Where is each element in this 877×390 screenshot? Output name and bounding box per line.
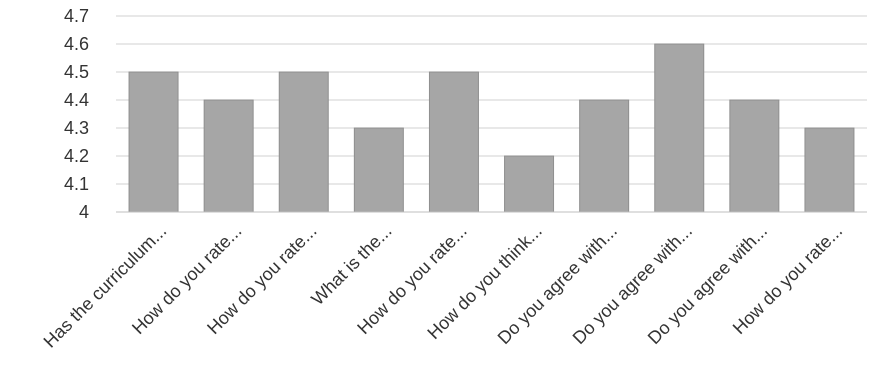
bar	[729, 99, 780, 213]
y-tick-label: 4	[79, 202, 89, 222]
x-axis-category-labels: Has the curriculum...How do you rate...H…	[40, 221, 847, 352]
x-category-label: Has the curriculum...	[40, 221, 171, 352]
bar	[504, 155, 555, 213]
bar	[654, 43, 705, 213]
y-tick-label: 4.7	[64, 6, 89, 26]
bar	[353, 127, 404, 213]
y-tick-label: 4.3	[64, 118, 89, 138]
y-tick-label: 4.2	[64, 146, 89, 166]
bar	[203, 99, 254, 213]
bar	[804, 127, 855, 213]
y-tick-label: 4.6	[64, 34, 89, 54]
bar	[128, 71, 179, 213]
y-tick-label: 4.4	[64, 90, 89, 110]
y-axis-tick-labels: 4 4.1 4.2 4.3 4.4 4.5 4.6 4.7	[64, 6, 89, 222]
bar	[579, 99, 630, 213]
bar	[428, 71, 479, 213]
bars	[128, 43, 855, 213]
y-tick-label: 4.5	[64, 62, 89, 82]
y-tick-label: 4.1	[64, 174, 89, 194]
bar	[278, 71, 329, 213]
